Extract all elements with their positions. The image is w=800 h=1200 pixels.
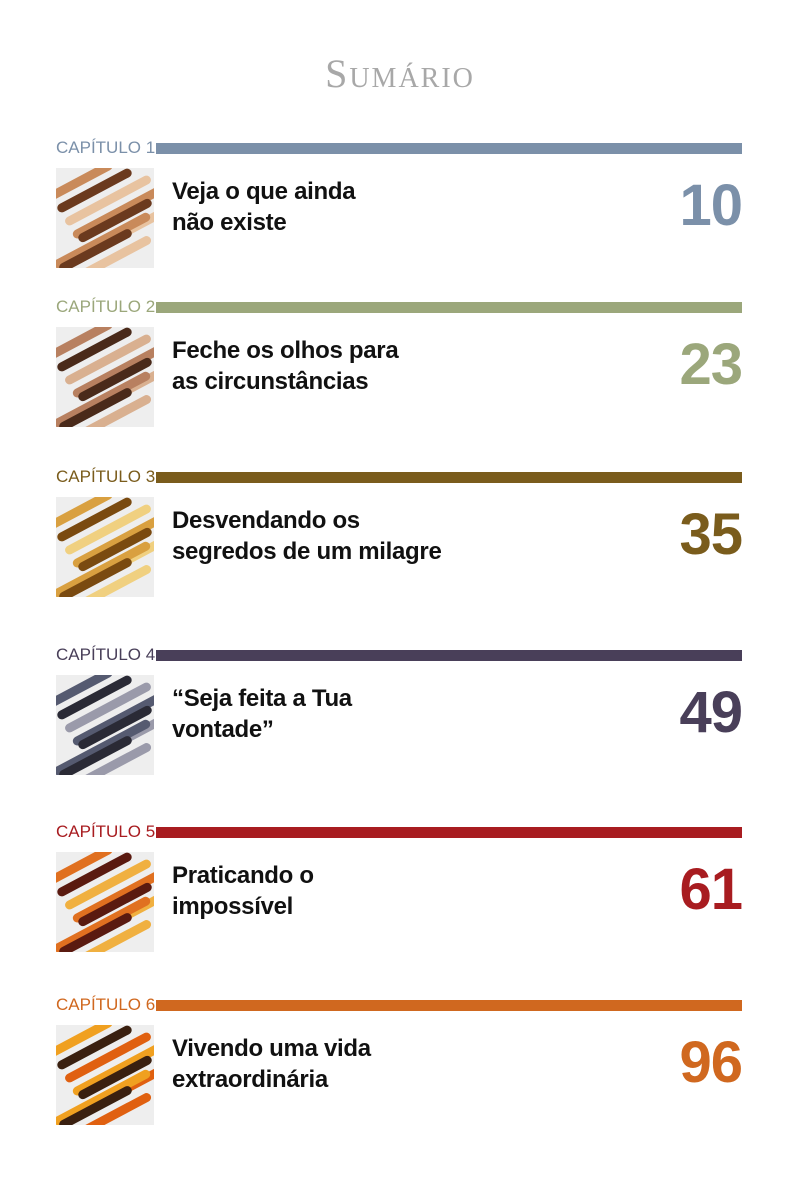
chapter-label: CAPÍTULO 5: [56, 822, 156, 841]
chapter-title-line: extraordinária: [172, 1066, 328, 1093]
chapter-title[interactable]: Veja o que ainda não existe: [172, 176, 356, 238]
chapter-entry[interactable]: CAPÍTULO 3 Desvendando os segredos de um …: [56, 467, 743, 607]
chapter-divider: [156, 302, 742, 313]
chapter-thumbnail: [56, 852, 154, 952]
chapter-page-number: 49: [679, 680, 743, 745]
chapter-page-number: 10: [679, 173, 743, 238]
chapter-entry[interactable]: CAPÍTULO 1 Veja o que ainda não existe 10: [56, 138, 743, 278]
chapter-title-line: Desvendando os: [172, 507, 360, 534]
chapter-title-line: “Seja feita a Tua: [172, 685, 352, 712]
chapter-page-number: 23: [679, 332, 743, 397]
chapter-title[interactable]: Feche os olhos para as circunstâncias: [172, 335, 399, 397]
chapter-title-line: Feche os olhos para: [172, 337, 399, 364]
chapter-label: CAPÍTULO 6: [56, 995, 156, 1014]
chapter-title-line: Vivendo uma vida: [172, 1035, 371, 1062]
chapter-title-line: impossível: [172, 893, 294, 920]
chapter-thumbnail: [56, 168, 154, 268]
chapter-title-line: as circunstâncias: [172, 368, 369, 395]
chapter-title[interactable]: Desvendando os segredos de um milagre: [172, 505, 442, 567]
chapter-title[interactable]: Vivendo uma vida extraordinária: [172, 1033, 371, 1095]
chapter-thumbnail: [56, 327, 154, 427]
chapter-entry[interactable]: CAPÍTULO 6 Vivendo uma vida extraordinári…: [56, 995, 743, 1135]
chapter-title-line: Praticando o: [172, 862, 314, 889]
chapter-title-line: vontade”: [172, 716, 274, 743]
chapter-entry[interactable]: CAPÍTULO 2 Feche os olhos para as circuns…: [56, 297, 743, 437]
chapter-label: CAPÍTULO 3: [56, 467, 156, 486]
chapter-page-number: 35: [679, 502, 743, 567]
chapter-label: CAPÍTULO 2: [56, 297, 156, 316]
chapter-entry[interactable]: CAPÍTULO 5 Praticando o impossível 61: [56, 822, 743, 962]
chapter-thumbnail: [56, 1025, 154, 1125]
chapter-divider: [156, 1000, 742, 1011]
chapter-title-line: não existe: [172, 209, 287, 236]
chapter-title-line: segredos de um milagre: [172, 538, 442, 565]
chapter-title-line: Veja o que ainda: [172, 178, 356, 205]
chapter-divider: [156, 143, 742, 154]
chapter-label: CAPÍTULO 1: [56, 138, 156, 157]
chapter-page-number: 96: [679, 1030, 743, 1095]
chapter-divider: [156, 472, 742, 483]
chapter-title[interactable]: “Seja feita a Tua vontade”: [172, 683, 352, 745]
chapter-thumbnail: [56, 497, 154, 597]
chapter-thumbnail: [56, 675, 154, 775]
chapter-entry[interactable]: CAPÍTULO 4 “Seja feita a Tua vontade” 49: [56, 645, 743, 785]
chapter-divider: [156, 827, 742, 838]
chapter-page-number: 61: [679, 857, 743, 922]
chapter-title[interactable]: Praticando o impossível: [172, 860, 314, 922]
chapter-divider: [156, 650, 742, 661]
page-title: Sumário: [325, 51, 475, 96]
chapter-label: CAPÍTULO 4: [56, 645, 156, 664]
